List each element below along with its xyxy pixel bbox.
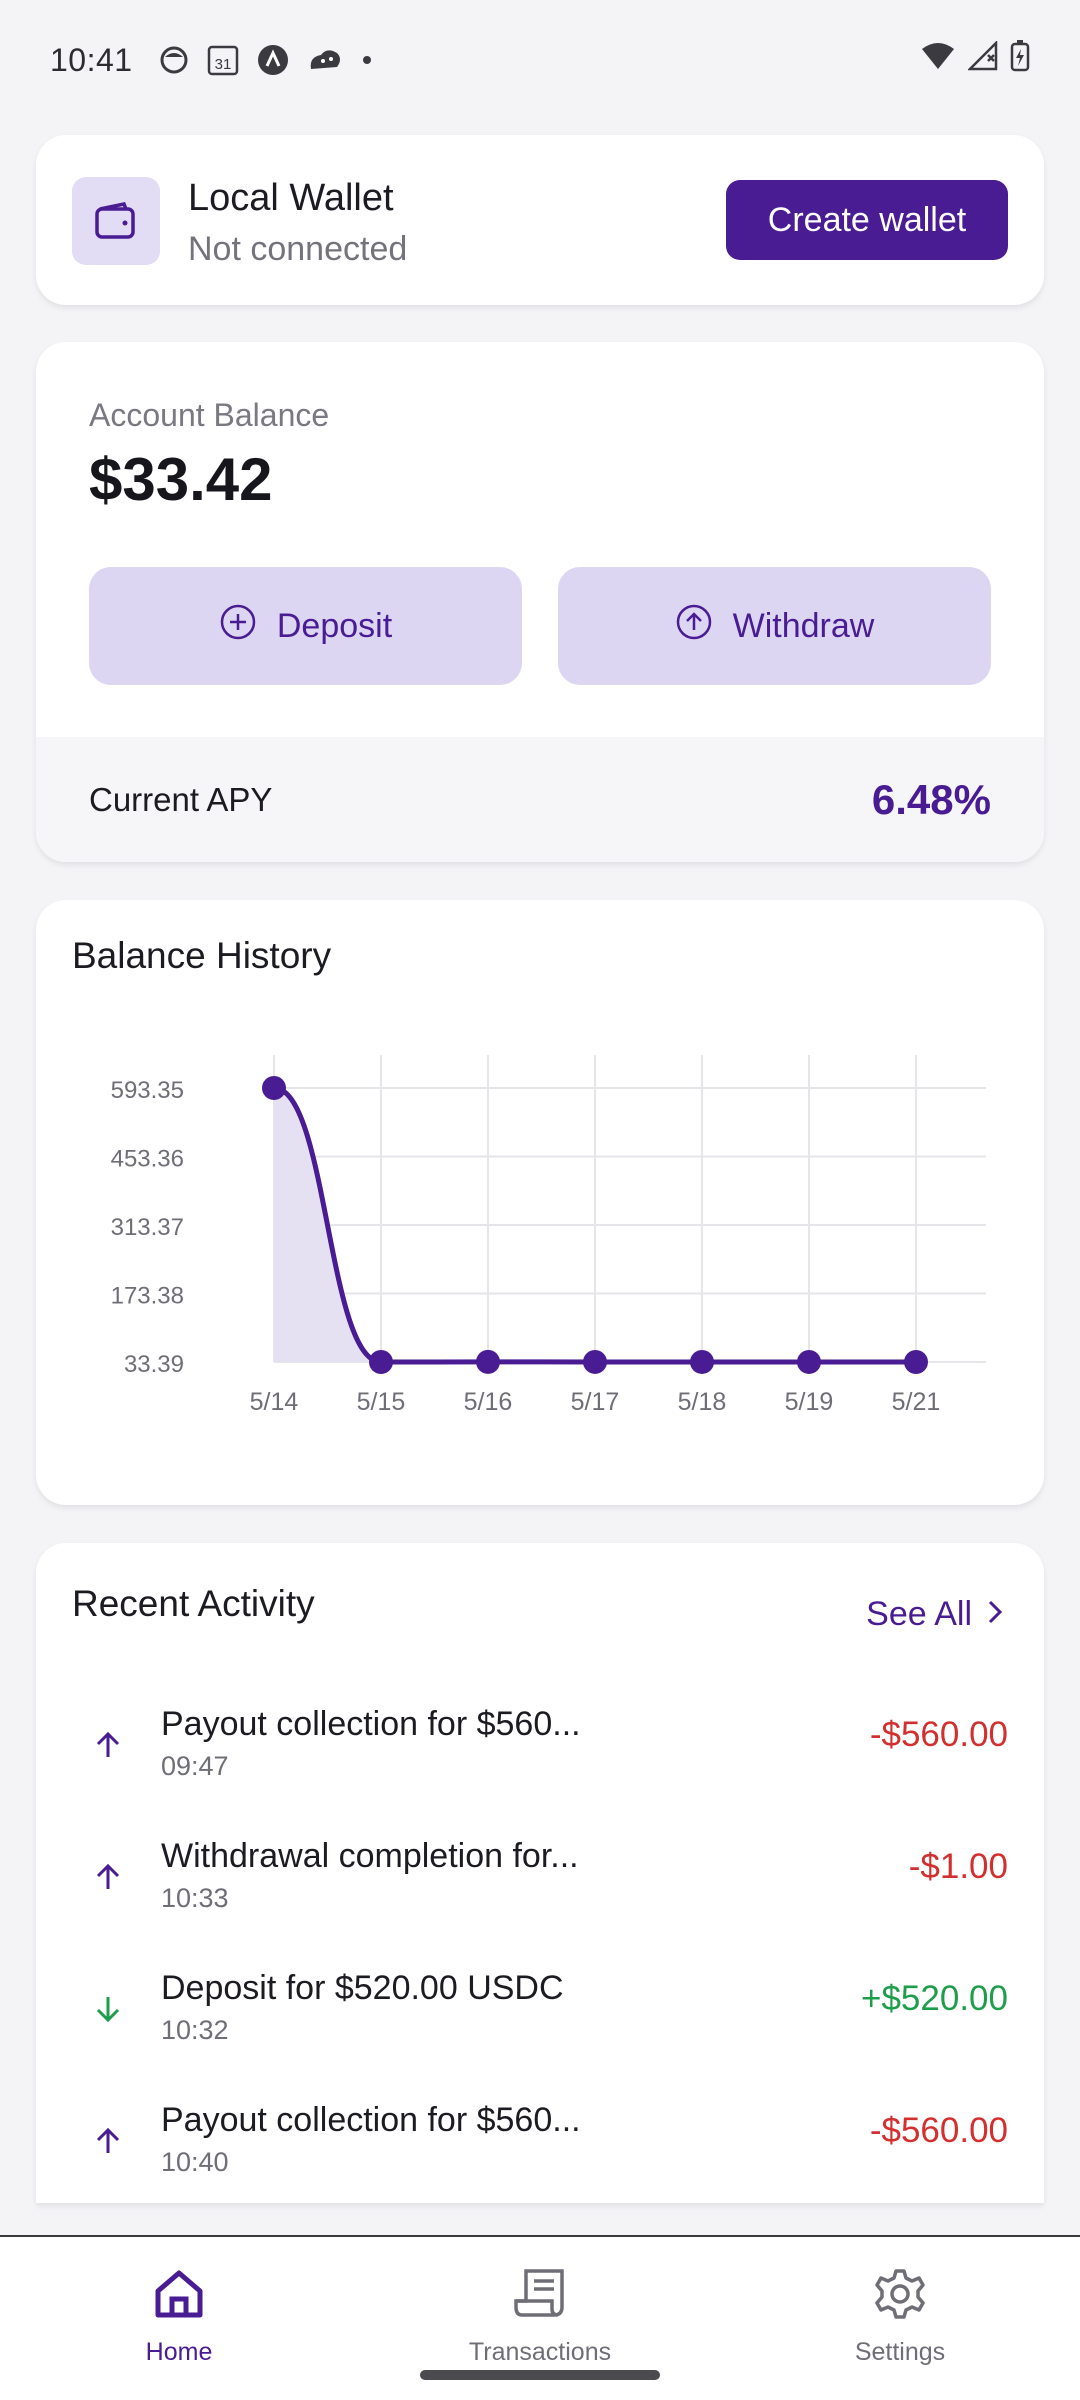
y-tick-label: 313.37: [111, 1214, 184, 1241]
data-point: [797, 1349, 821, 1374]
balance-history-chart: 593.35 453.36 313.37 173.38 33.39 5/14 5/15 5/1…: [111, 1055, 986, 1416]
apy-label: Current APY: [89, 780, 273, 818]
deposit-label: Deposit: [276, 606, 393, 645]
bottom-nav: Home Transactions Settings: [0, 2235, 1080, 2400]
nav-transactions[interactable]: Transactions: [430, 2267, 650, 2367]
wallet-icon: [72, 177, 160, 265]
nav-home-label: Home: [145, 2338, 213, 2366]
data-point: [583, 1349, 607, 1374]
battery-icon: [1010, 40, 1030, 80]
x-tick-label: 5/14: [250, 1388, 299, 1416]
deposit-button[interactable]: Deposit: [89, 567, 522, 685]
y-tick-label: 593.35: [111, 1077, 184, 1104]
nav-settings-label: Settings: [854, 2338, 946, 2366]
activity-time: 09:47: [161, 1751, 229, 1781]
notification-dot-icon: [361, 54, 373, 66]
status-bar: 10:41 31: [0, 0, 1080, 120]
activity-title: Payout collection for $560...: [161, 1705, 581, 1743]
activity-amount: -$560.00: [869, 1715, 1008, 1754]
arrow-up-circle-icon: [675, 603, 713, 650]
arrow-up-icon: [88, 1857, 128, 1897]
withdraw-button[interactable]: Withdraw: [558, 567, 991, 685]
balance-card: Account Balance $33.42 Deposit Withdraw …: [36, 342, 1044, 862]
home-icon: [152, 2267, 206, 2328]
nav-transactions-label: Transactions: [468, 2338, 612, 2366]
see-all-link[interactable]: See All: [866, 1595, 1004, 1634]
wifi-icon: [920, 41, 956, 79]
recent-activity-title: Recent Activity: [72, 1583, 315, 1624]
wallet-card: Local Wallet Not connected Create wallet: [36, 135, 1044, 305]
nav-home[interactable]: Home: [69, 2267, 289, 2367]
face-icon: [159, 45, 189, 75]
receipt-icon: [512, 2267, 568, 2328]
activity-time: 10:32: [161, 2015, 229, 2045]
app-a-icon: [257, 44, 289, 76]
x-tick-label: 5/15: [357, 1388, 406, 1416]
activity-time: 10:40: [161, 2147, 229, 2177]
calendar-icon: 31: [207, 44, 239, 76]
activity-amount: -$1.00: [908, 1847, 1008, 1886]
chevron-right-icon: [986, 1595, 1004, 1634]
status-time: 10:41: [50, 41, 133, 78]
balance-label: Account Balance: [89, 397, 330, 433]
data-point: [476, 1349, 500, 1374]
gear-icon: [873, 2267, 927, 2328]
x-tick-label: 5/16: [464, 1388, 513, 1416]
balance-area: [274, 1088, 916, 1362]
x-tick-label: 5/21: [892, 1388, 941, 1416]
activity-title: Withdrawal completion for...: [161, 1837, 579, 1875]
arrow-down-icon: [88, 1989, 128, 2029]
see-all-label: See All: [866, 1595, 972, 1633]
balance-value: $33.42: [89, 446, 273, 513]
data-point: [904, 1349, 928, 1374]
create-wallet-button[interactable]: Create wallet: [726, 180, 1008, 260]
activity-list: Payout collection for $560... 09:47 -$56…: [36, 1693, 1044, 2203]
nav-settings[interactable]: Settings: [790, 2267, 1010, 2367]
x-tick-label: 5/18: [678, 1388, 727, 1416]
arrow-up-icon: [88, 2121, 128, 2161]
data-point: [690, 1349, 714, 1374]
home-indicator[interactable]: [420, 2370, 660, 2380]
y-tick-label: 453.36: [111, 1146, 184, 1173]
plus-circle-icon: [219, 603, 257, 650]
wallet-title: Local Wallet: [188, 177, 394, 219]
y-tick-label: 33.39: [124, 1351, 184, 1378]
x-tick-label: 5/17: [571, 1388, 620, 1416]
data-point: [262, 1076, 286, 1100]
activity-item[interactable]: Payout collection for $560... 09:47 -$56…: [36, 1693, 1044, 1825]
arrow-up-icon: [88, 1725, 128, 1765]
withdraw-label: Withdraw: [732, 606, 875, 645]
data-point: [369, 1350, 393, 1374]
activity-amount: -$560.00: [869, 2111, 1008, 2150]
svg-text:31: 31: [214, 56, 231, 73]
activity-title: Payout collection for $560...: [161, 2101, 581, 2139]
x-tick-label: 5/19: [785, 1388, 834, 1416]
activity-amount: +$520.00: [861, 1979, 1008, 2018]
wallet-status: Not connected: [188, 230, 408, 268]
activity-title: Deposit for $520.00 USDC: [161, 1969, 564, 2007]
y-tick-label: 173.38: [111, 1283, 184, 1310]
balance-history-title: Balance History: [72, 935, 332, 976]
activity-item[interactable]: Deposit for $520.00 USDC 10:32 +$520.00: [36, 1957, 1044, 2089]
apy-value: 6.48%: [871, 775, 991, 823]
recent-activity-card: Recent Activity See All Payout collectio…: [36, 1543, 1044, 2203]
activity-item[interactable]: Withdrawal completion for... 10:33 -$1.0…: [36, 1825, 1044, 1957]
balance-history-card: Balance History 593.35 453.36 313.37 173.38…: [36, 900, 1044, 1505]
activity-item[interactable]: Payout collection for $560... 10:40 -$56…: [36, 2089, 1044, 2203]
signal-icon: [966, 39, 998, 79]
cloud-app-icon: [307, 45, 343, 75]
activity-time: 10:33: [161, 1883, 229, 1913]
apy-row: Current APY 6.48%: [36, 737, 1044, 862]
